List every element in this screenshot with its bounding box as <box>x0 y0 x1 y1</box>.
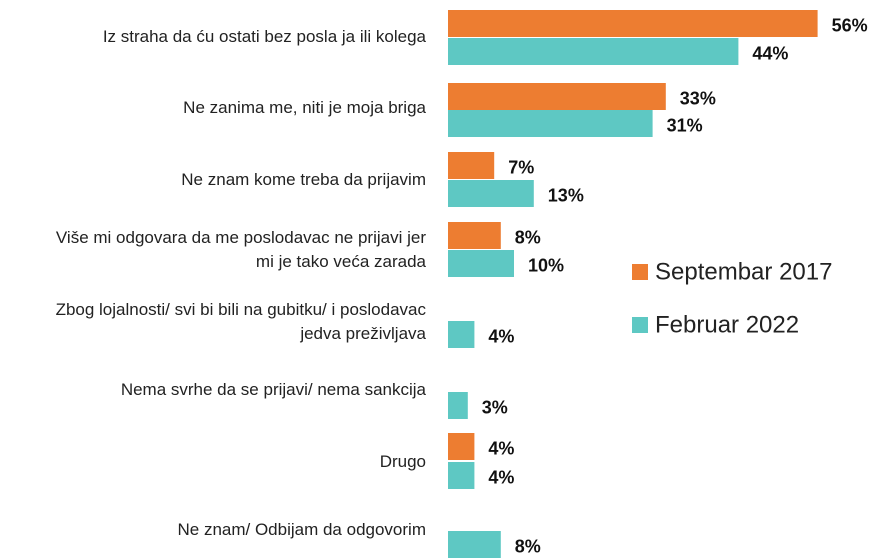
legend-label: Septembar 2017 <box>655 258 832 285</box>
value-label: 8% <box>515 227 541 247</box>
value-label: 31% <box>667 115 703 135</box>
legend-swatch <box>632 264 648 280</box>
category-label: Više mi odgovara da me poslodavac ne pri… <box>55 228 426 271</box>
bar <box>448 83 666 110</box>
category-label: Ne zanima me, niti je moja briga <box>183 98 426 117</box>
value-label: 10% <box>528 255 564 275</box>
legend-label: Februar 2022 <box>655 311 799 338</box>
value-label: 56% <box>832 15 868 35</box>
bar <box>448 321 475 348</box>
bar <box>448 433 475 460</box>
bar <box>448 10 818 37</box>
value-label: 4% <box>488 326 514 346</box>
category-label: Iz straha da ću ostati bez posla ja ili … <box>102 27 426 46</box>
category-label: Zbog lojalnosti/ svi bi bili na gubitku/… <box>55 300 426 343</box>
value-label: 4% <box>488 467 514 487</box>
value-label: 4% <box>488 438 514 458</box>
category-label: Ne znam/ Odbijam da odgovorim <box>177 520 426 539</box>
bar <box>448 38 739 65</box>
value-label: 7% <box>508 157 534 177</box>
value-label: 44% <box>752 43 788 63</box>
category-label: Ne znam kome treba da prijavim <box>181 170 426 189</box>
category-label: Nema svrhe da se prijavi/ nema sankcija <box>120 380 426 399</box>
bar <box>448 531 501 558</box>
bar <box>448 180 534 207</box>
bar <box>448 462 475 489</box>
bar <box>448 222 501 249</box>
bar <box>448 392 468 419</box>
value-label: 8% <box>515 536 541 556</box>
value-label: 33% <box>680 88 716 108</box>
bar <box>448 110 653 137</box>
bar <box>448 152 495 179</box>
legend-swatch <box>632 317 648 333</box>
value-label: 3% <box>482 397 508 417</box>
bar <box>448 250 514 277</box>
category-label: Drugo <box>379 452 426 471</box>
value-label: 13% <box>548 185 584 205</box>
